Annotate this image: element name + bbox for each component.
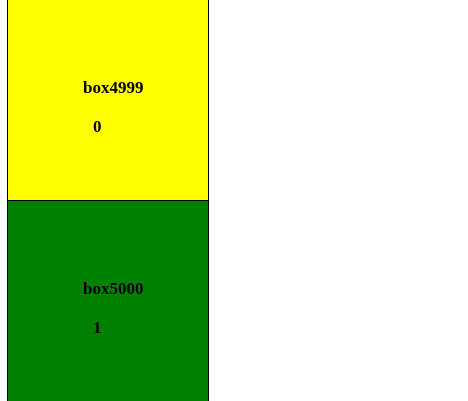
box-4999: box4999 0 bbox=[7, 0, 209, 201]
box-label: box4999 bbox=[83, 78, 144, 97]
box-index: 1 bbox=[93, 318, 102, 337]
box-index: 0 bbox=[93, 117, 102, 136]
box-label: box5000 bbox=[83, 279, 144, 298]
box-5000: box5000 1 bbox=[7, 200, 209, 401]
